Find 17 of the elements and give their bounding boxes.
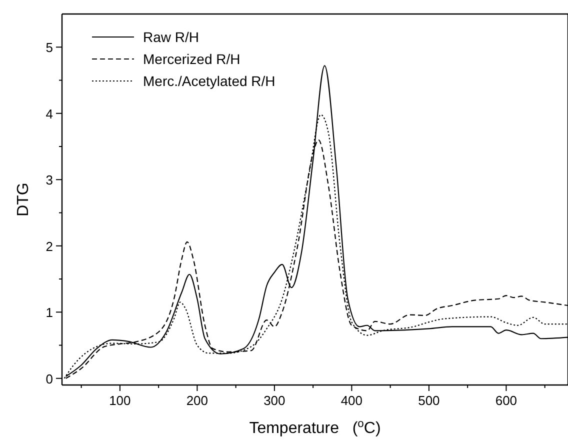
x-tick-label: 500 bbox=[418, 393, 440, 408]
x-tick-label: 100 bbox=[109, 393, 131, 408]
y-axis-title: DTG bbox=[15, 182, 32, 216]
legend-label: Mercerized R/H bbox=[143, 51, 240, 67]
y-tick-label: 4 bbox=[46, 106, 53, 122]
y-tick-label: 2 bbox=[46, 238, 53, 254]
x-axis-title: Temperature ($^{o}$C) bbox=[249, 418, 381, 437]
x-tick-label: 400 bbox=[340, 393, 363, 408]
y-tick-label: 3 bbox=[46, 172, 53, 188]
legend-label: Raw R/H bbox=[143, 29, 200, 45]
x-tick-label: 600 bbox=[495, 393, 518, 408]
y-tick-label: 0 bbox=[46, 371, 53, 386]
x-tick-label: 300 bbox=[264, 393, 286, 408]
x-tick-label: 200 bbox=[186, 393, 208, 408]
y-tick-label: 5 bbox=[46, 40, 53, 56]
legend-label: Merc./Acetylated R/H bbox=[143, 73, 276, 89]
y-tick-label: 1 bbox=[46, 305, 53, 320]
